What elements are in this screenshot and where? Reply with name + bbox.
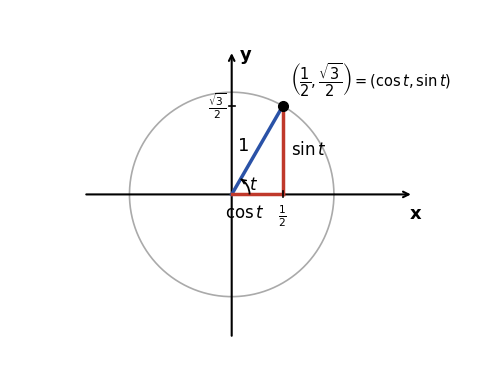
- Text: $\frac{\sqrt{3}}{2}$: $\frac{\sqrt{3}}{2}$: [207, 91, 225, 121]
- Text: $\left(\dfrac{1}{2}, \dfrac{\sqrt{3}}{2}\right) = (\cos t, \sin t)$: $\left(\dfrac{1}{2}, \dfrac{\sqrt{3}}{2}…: [290, 61, 451, 99]
- Text: $\mathbf{y}$: $\mathbf{y}$: [239, 48, 252, 66]
- Text: $\frac{1}{2}$: $\frac{1}{2}$: [279, 204, 287, 229]
- Text: 1: 1: [238, 137, 250, 155]
- Text: $\sin t$: $\sin t$: [291, 141, 327, 159]
- Text: $\mathbf{x}$: $\mathbf{x}$: [409, 205, 422, 223]
- Text: $t$: $t$: [249, 176, 258, 194]
- Text: $\cos t$: $\cos t$: [225, 204, 265, 222]
